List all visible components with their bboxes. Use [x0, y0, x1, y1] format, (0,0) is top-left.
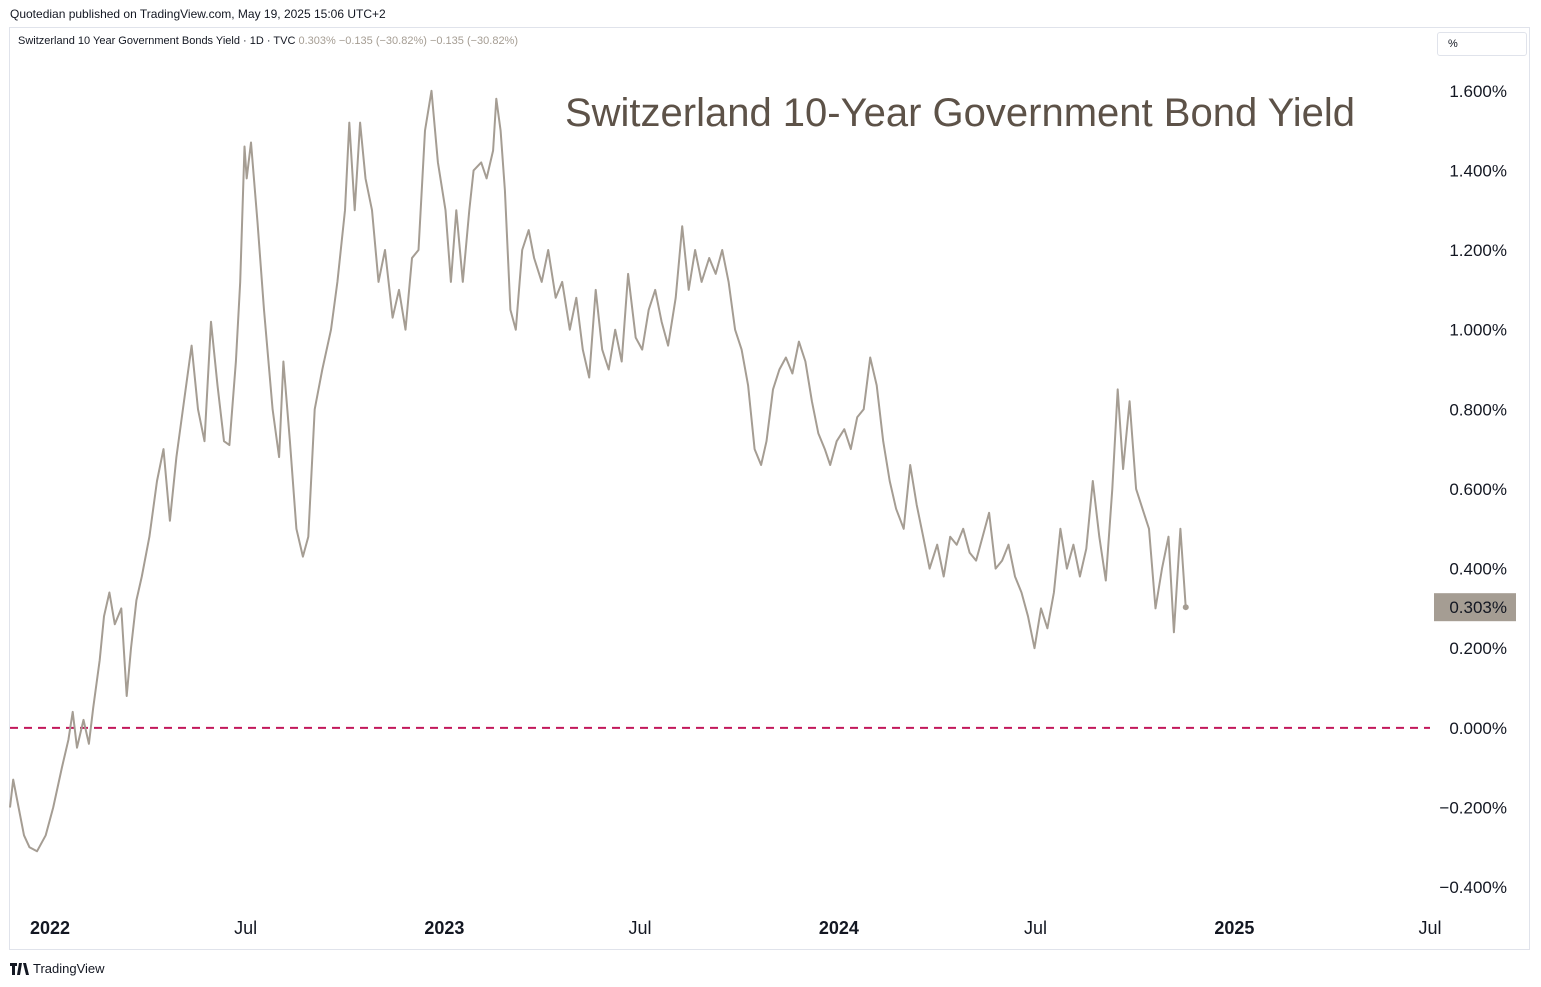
symbol-legend[interactable]: Switzerland 10 Year Government Bonds Yie…: [18, 35, 518, 47]
legend-values: 0.303% −0.135 (−30.82%) −0.135 (−30.82%): [298, 35, 519, 47]
x-tick-label: 2023: [424, 918, 464, 938]
x-tick-label: 2024: [819, 918, 859, 938]
x-tick-label: 2025: [1214, 918, 1254, 938]
y-tick-label: −0.400%: [1439, 878, 1507, 897]
x-tick-label: Jul: [1024, 918, 1047, 938]
x-tick-label: Jul: [234, 918, 257, 938]
y-tick-label: 0.800%: [1449, 400, 1507, 419]
last-value-label: 0.303%: [1449, 598, 1507, 617]
y-tick-label: 1.000%: [1449, 321, 1507, 340]
y-tick-label: 0.000%: [1449, 719, 1507, 738]
x-tick-label: Jul: [629, 918, 652, 938]
x-tick-label: 2022: [30, 918, 70, 938]
footer-brand-text: TradingView: [33, 961, 105, 976]
unit-button[interactable]: %: [1437, 32, 1527, 56]
y-tick-label: 1.600%: [1449, 82, 1507, 101]
tradingview-logo-icon: [10, 962, 29, 975]
published-caption: Quotedian published on TradingView.com, …: [10, 7, 386, 21]
chart-title: Switzerland 10-Year Government Bond Yiel…: [565, 91, 1355, 135]
symbol-name[interactable]: Switzerland 10 Year Government Bonds Yie…: [18, 35, 296, 47]
y-tick-label: 1.200%: [1449, 241, 1507, 260]
chart-frame[interactable]: [9, 27, 1530, 950]
y-tick-label: −0.200%: [1439, 798, 1507, 817]
last-point-marker: [1182, 604, 1189, 611]
y-tick-label: 0.200%: [1449, 639, 1507, 658]
x-tick-label: Jul: [1418, 918, 1441, 938]
last-value-badge: [1434, 593, 1516, 622]
yield-series-line: [9, 89, 1187, 853]
footer-brand[interactable]: TradingView: [10, 961, 105, 976]
y-tick-label: 1.400%: [1449, 161, 1507, 180]
y-tick-label: 0.600%: [1449, 480, 1507, 499]
y-tick-label: 0.400%: [1449, 560, 1507, 579]
